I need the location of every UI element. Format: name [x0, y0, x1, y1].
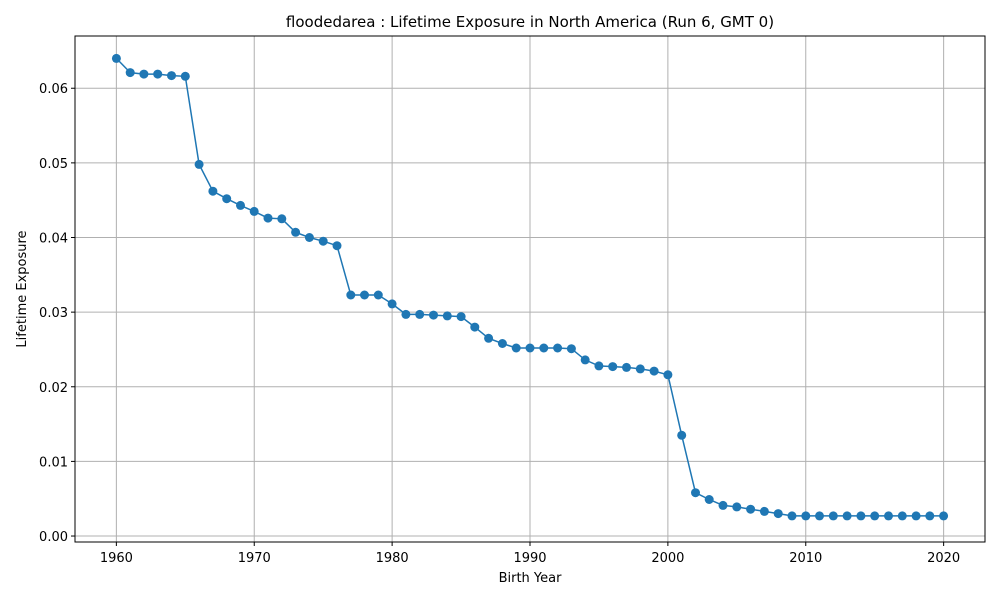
series-floodedarea — [111, 53, 949, 521]
data-point — [456, 312, 466, 322]
data-point — [208, 186, 218, 196]
data-point — [884, 511, 893, 521]
data-point — [429, 310, 438, 320]
data-point — [442, 311, 452, 321]
y-axis-label: Lifetime Exposure — [15, 230, 30, 347]
data-point — [580, 355, 590, 365]
data-point — [828, 511, 838, 521]
data-point — [291, 227, 301, 237]
data-point — [842, 511, 852, 521]
data-point — [415, 309, 425, 319]
data-point — [139, 69, 149, 79]
data-point — [594, 361, 604, 371]
data-point — [511, 343, 521, 353]
y-tick-label: 0.01 — [39, 455, 68, 470]
y-axis-ticks: 0.00 0.01 0.02 0.03 0.04 0.05 0.06 — [39, 82, 75, 545]
data-point — [553, 343, 563, 353]
data-point — [939, 511, 949, 521]
data-point — [236, 200, 245, 210]
data-point — [870, 511, 880, 521]
data-point — [925, 511, 935, 521]
x-tick-label: 1990 — [513, 551, 546, 566]
data-point — [897, 511, 907, 521]
data-point — [277, 214, 287, 224]
data-point — [856, 511, 866, 521]
data-point — [649, 366, 659, 376]
x-tick-label: 1980 — [376, 551, 409, 566]
data-point — [787, 511, 797, 521]
data-point — [704, 495, 714, 504]
data-point — [360, 290, 369, 300]
y-tick-label: 0.04 — [39, 232, 68, 247]
data-point — [801, 511, 811, 521]
data-point — [815, 511, 824, 521]
data-point — [691, 488, 700, 498]
x-axis-ticks: 1960 1970 1980 1990 2000 2010 2020 — [100, 542, 960, 566]
data-point — [249, 206, 259, 216]
data-point — [677, 430, 687, 440]
data-point — [484, 333, 494, 343]
data-point — [222, 194, 232, 204]
x-tick-label: 1970 — [238, 551, 271, 566]
data-point — [304, 233, 314, 242]
data-point — [373, 290, 383, 300]
data-point — [566, 344, 576, 354]
data-point — [125, 68, 135, 78]
data-point — [332, 241, 342, 251]
grid-lines — [75, 36, 985, 542]
data-point — [194, 159, 204, 169]
y-tick-label: 0.03 — [39, 306, 68, 321]
data-point — [773, 509, 783, 519]
data-point — [911, 511, 921, 521]
data-point — [732, 502, 742, 512]
data-point — [318, 236, 328, 246]
y-tick-label: 0.06 — [39, 82, 68, 97]
data-point — [167, 71, 176, 81]
x-tick-label: 2020 — [927, 551, 960, 566]
data-point — [401, 309, 411, 319]
x-tick-label: 1960 — [100, 551, 133, 566]
y-tick-label: 0.05 — [39, 157, 68, 172]
x-tick-label: 2010 — [789, 551, 822, 566]
data-point — [387, 299, 397, 309]
data-point — [608, 362, 618, 372]
data-point — [346, 290, 356, 300]
data-point — [263, 213, 273, 223]
data-point — [497, 339, 507, 348]
data-point — [663, 370, 673, 380]
data-point — [759, 506, 769, 516]
y-tick-label: 0.02 — [39, 381, 68, 396]
data-point — [746, 504, 756, 514]
data-point — [180, 71, 190, 81]
data-point — [539, 343, 549, 353]
data-point — [622, 362, 631, 372]
x-axis-label: Birth Year — [499, 571, 563, 586]
data-point — [470, 322, 480, 332]
data-point — [635, 364, 645, 374]
y-tick-label: 0.00 — [39, 530, 68, 545]
data-point — [525, 343, 535, 353]
data-point — [153, 69, 163, 79]
data-point — [718, 500, 728, 510]
chart-title: floodedarea : Lifetime Exposure in North… — [286, 13, 774, 31]
x-tick-label: 2000 — [651, 551, 684, 566]
data-point — [111, 53, 121, 63]
